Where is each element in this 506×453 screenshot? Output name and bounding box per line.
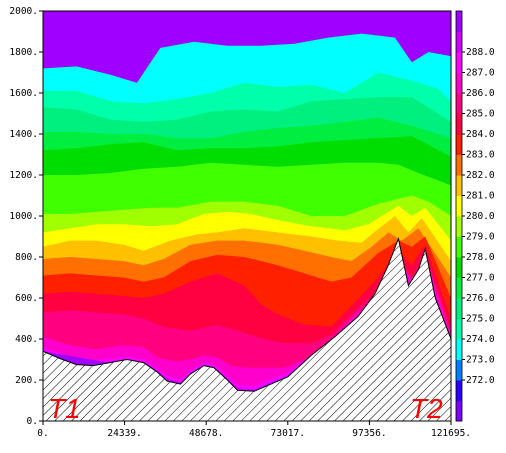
colorbar-label: 281.0 bbox=[466, 191, 495, 202]
y-tick-label: 800. bbox=[15, 252, 38, 263]
colorbar-label: 282.0 bbox=[466, 170, 495, 181]
x-tick-label: 73017. bbox=[271, 428, 305, 439]
y-tick-label: 600. bbox=[15, 293, 38, 304]
colorbar-swatch bbox=[456, 134, 462, 155]
y-tick-label: 1200. bbox=[9, 170, 38, 181]
colorbar: 272.0 273.0 274.0 275.0 276.0 277.0 278.0 279.0… bbox=[455, 10, 495, 422]
y-tick-label: 0. bbox=[27, 416, 38, 427]
colorbar-swatch bbox=[456, 11, 462, 32]
colorbar-swatch bbox=[456, 113, 462, 135]
colorbar-label: 283.0 bbox=[466, 150, 495, 161]
colorbar-swatch bbox=[456, 277, 462, 299]
colorbar-label: 272.0 bbox=[466, 375, 495, 386]
colorbar-swatch bbox=[456, 216, 462, 237]
colorbar-swatch bbox=[456, 257, 462, 278]
y-tick-label: 1800. bbox=[9, 47, 38, 58]
colorbar-swatch bbox=[456, 31, 462, 53]
terrain-hatch bbox=[42, 236, 452, 422]
annotation-t2: T2 bbox=[410, 393, 443, 424]
y-tick-label: 1000. bbox=[9, 211, 38, 222]
colorbar-swatch bbox=[456, 72, 462, 94]
colorbar-swatch bbox=[456, 400, 462, 422]
colorbar-swatch bbox=[456, 236, 462, 258]
x-axis: 0. 24339. 48678. 73017. 97356. 121695. bbox=[37, 421, 471, 439]
colorbar-swatch bbox=[456, 359, 462, 381]
x-tick-label: 48678. bbox=[189, 428, 223, 439]
colorbar-label: 273.0 bbox=[466, 355, 495, 366]
colorbar-label: 274.0 bbox=[466, 334, 495, 345]
y-tick-label: 1400. bbox=[9, 129, 38, 140]
x-tick-label: 0. bbox=[37, 428, 48, 439]
colorbar-swatch bbox=[456, 380, 462, 401]
colorbar-label: 278.0 bbox=[466, 252, 495, 263]
colorbar-swatch bbox=[456, 298, 462, 319]
colorbar-swatch bbox=[456, 175, 462, 196]
y-tick-label: 200. bbox=[15, 375, 38, 386]
colorbar-label: 286.0 bbox=[466, 88, 495, 99]
colorbar-label: 287.0 bbox=[466, 68, 495, 79]
annotation-t1: T1 bbox=[48, 393, 81, 424]
colorbar-label: 277.0 bbox=[466, 273, 495, 284]
y-tick-label: 2000. bbox=[9, 6, 38, 17]
colorbar-label: 285.0 bbox=[466, 109, 495, 120]
colorbar-swatch bbox=[456, 93, 462, 114]
y-axis: 0. 200. 400. 600. 800. 1000. 1200. 1400. 1600. 18… bbox=[9, 6, 43, 427]
colorbar-label: 280.0 bbox=[466, 211, 495, 222]
x-tick-label: 24339. bbox=[107, 428, 141, 439]
colorbar-label: 275.0 bbox=[466, 314, 495, 325]
colorbar-swatch bbox=[456, 318, 462, 340]
colorbar-label: 276.0 bbox=[466, 293, 495, 304]
colorbar-swatch bbox=[456, 195, 462, 217]
x-tick-label: 97356. bbox=[352, 428, 386, 439]
y-tick-label: 400. bbox=[15, 334, 38, 345]
colorbar-swatch bbox=[456, 154, 462, 176]
colorbar-label: 284.0 bbox=[466, 129, 495, 140]
colorbar-label: 279.0 bbox=[466, 232, 495, 243]
colorbar-swatch bbox=[456, 339, 462, 360]
colorbar-label: 288.0 bbox=[466, 47, 495, 58]
y-tick-label: 1600. bbox=[9, 88, 38, 99]
x-tick-label: 121695. bbox=[431, 428, 471, 439]
colorbar-swatch bbox=[456, 52, 462, 73]
